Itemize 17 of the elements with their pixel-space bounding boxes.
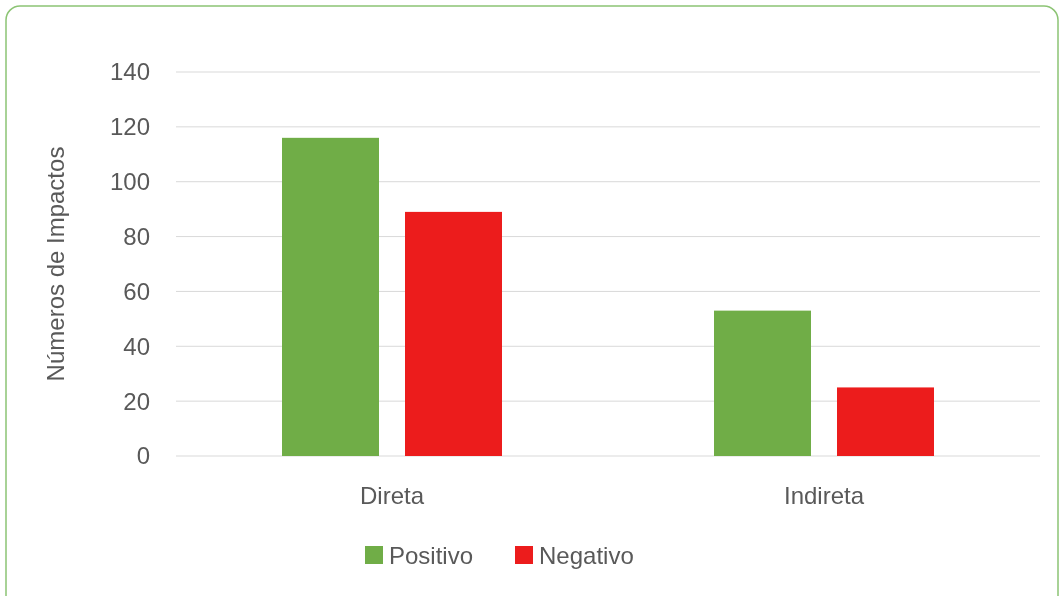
y-tick-label: 60 [123,277,150,305]
y-axis-title: Números de Impactos [42,146,69,382]
legend-label: Positivo [389,542,474,570]
y-tick-label: 120 [109,113,150,141]
bar [282,137,379,456]
bar [837,387,934,456]
y-tick-label: 100 [109,168,150,196]
bar [714,310,811,456]
y-tick-label: 140 [109,58,150,86]
y-tick-label: 20 [123,387,150,415]
y-tick-label: 40 [123,332,150,360]
y-tick-label: 80 [123,222,150,250]
legend-label: Negativo [539,542,634,570]
bar [405,211,502,456]
y-tick-label: 0 [136,442,150,470]
x-tick-label: Indireta [783,482,865,509]
x-tick-label: Direta [359,482,425,509]
